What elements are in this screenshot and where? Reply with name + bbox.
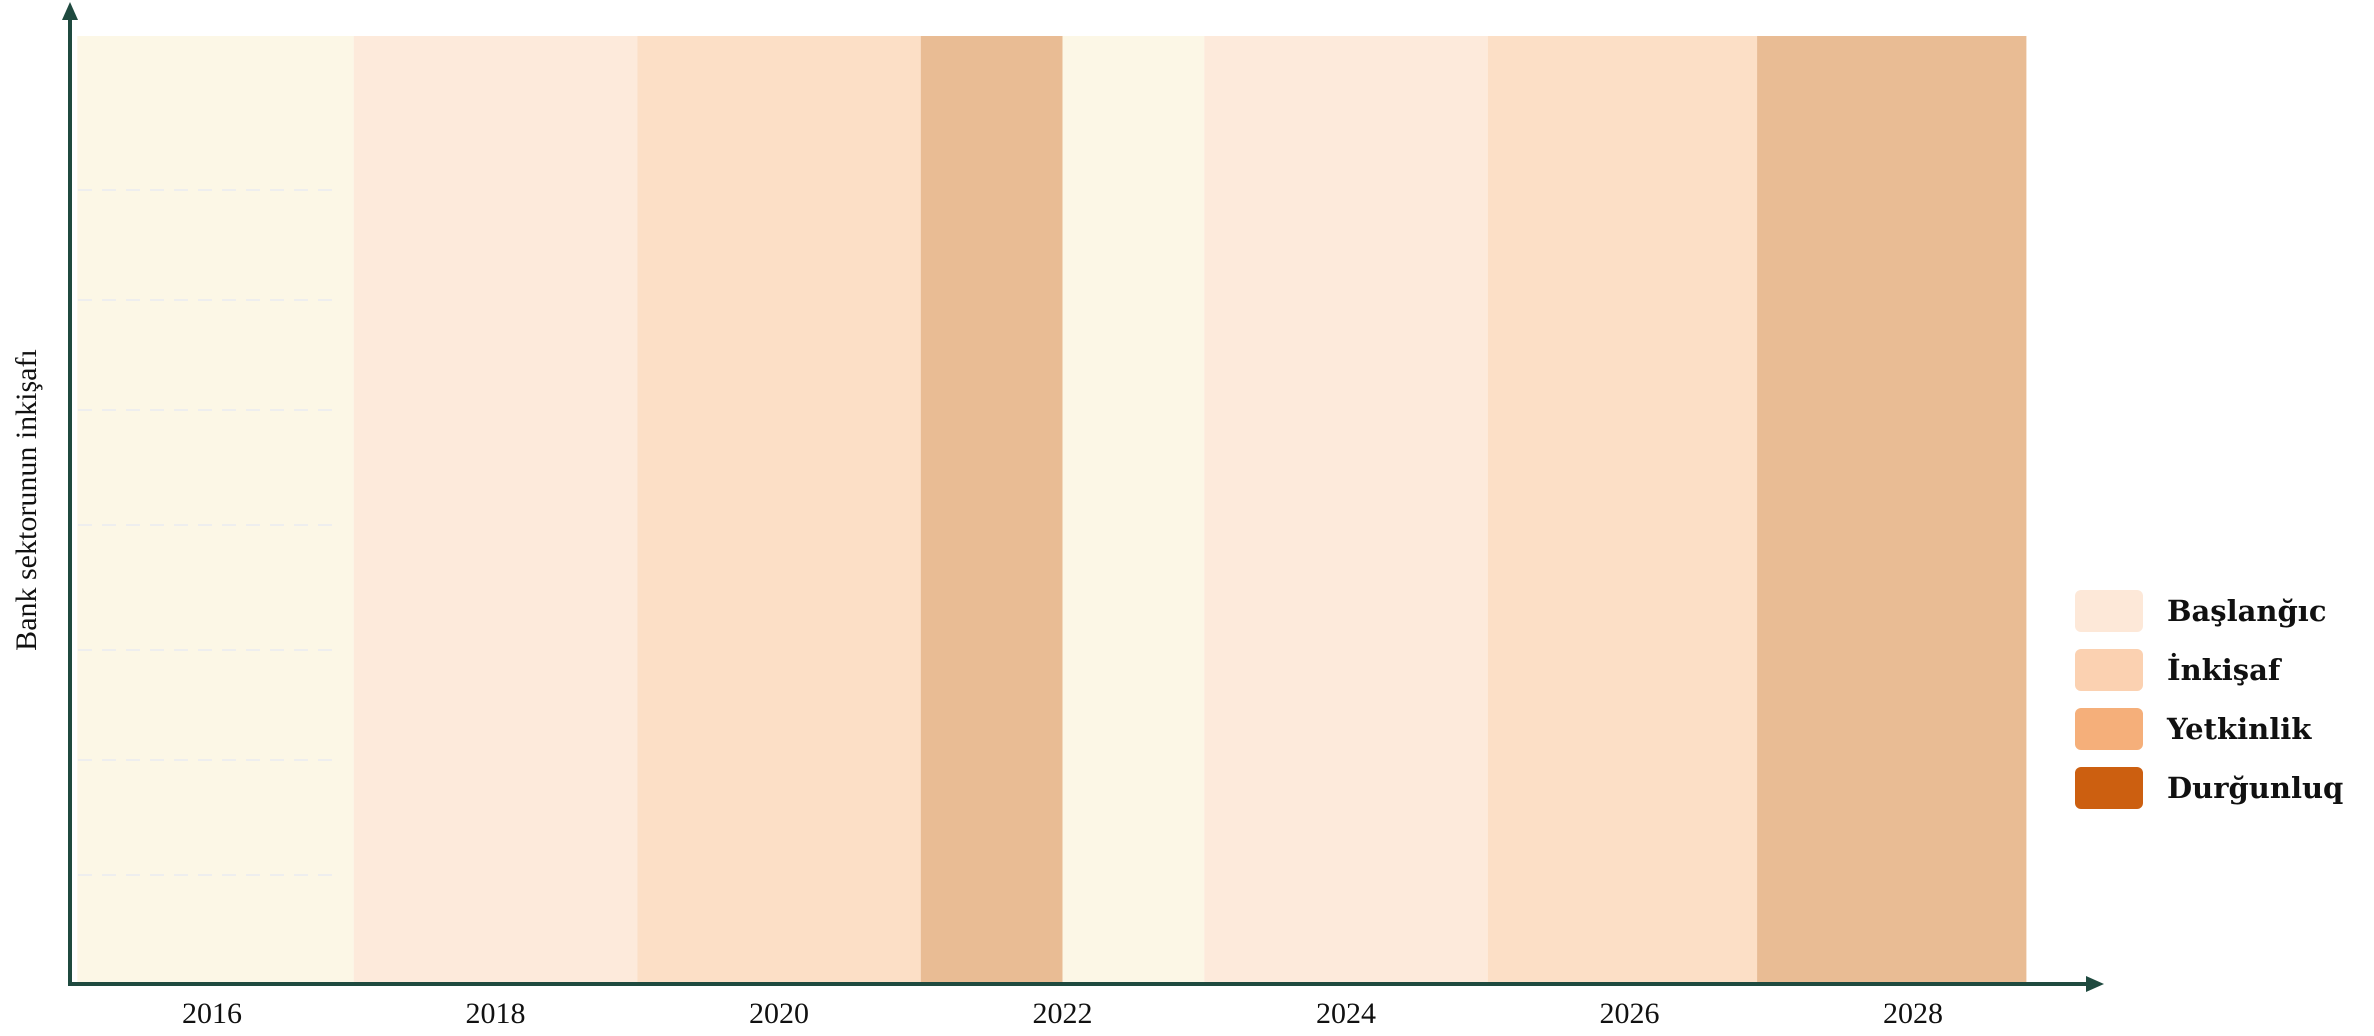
x-tick-label-2016: 2016 — [182, 997, 242, 1030]
legend-label-1: Başlanğıc — [2167, 594, 2326, 628]
legend-swatch-2 — [2075, 649, 2143, 691]
y-axis-label: Bank sektorunun inkişafı — [10, 349, 43, 651]
x-tick-labels: 2016 2018 2020 2022 2024 2026 2028 — [182, 997, 1943, 1030]
period-bar-6 — [1204, 36, 1488, 982]
legend-swatch-1 — [2075, 590, 2143, 632]
legend-label-2: İnkişaf — [2167, 651, 2283, 687]
x-tick-label-2026: 2026 — [1600, 997, 1660, 1030]
period-bar-5 — [1062, 36, 1205, 982]
x-tick-label-2024: 2024 — [1316, 997, 1376, 1030]
x-axis-arrow — [2086, 976, 2104, 992]
x-tick-label-2028: 2028 — [1883, 997, 1943, 1030]
legend-swatch-4 — [2075, 767, 2143, 809]
legend-label-4: Durğunluq — [2167, 771, 2343, 805]
period-bar-8 — [1757, 36, 2027, 982]
period-bar-1 — [77, 36, 354, 982]
legend-label-3: Yetkinlik — [2166, 712, 2312, 746]
y-axis-arrow — [62, 2, 78, 20]
period-bar-7 — [1487, 36, 1758, 982]
period-bar-2 — [353, 36, 638, 982]
period-bars — [77, 36, 2027, 982]
x-tick-label-2020: 2020 — [749, 997, 809, 1030]
legend: Başlanğıc İnkişaf Yetkinlik Durğunluq — [2075, 590, 2343, 809]
period-bar-4 — [920, 36, 1063, 982]
x-tick-label-2022: 2022 — [1033, 997, 1093, 1030]
period-bar-3 — [637, 36, 921, 982]
x-tick-label-2018: 2018 — [466, 997, 526, 1030]
legend-swatch-3 — [2075, 708, 2143, 750]
axes — [62, 2, 2104, 992]
gridlines — [78, 189, 340, 876]
